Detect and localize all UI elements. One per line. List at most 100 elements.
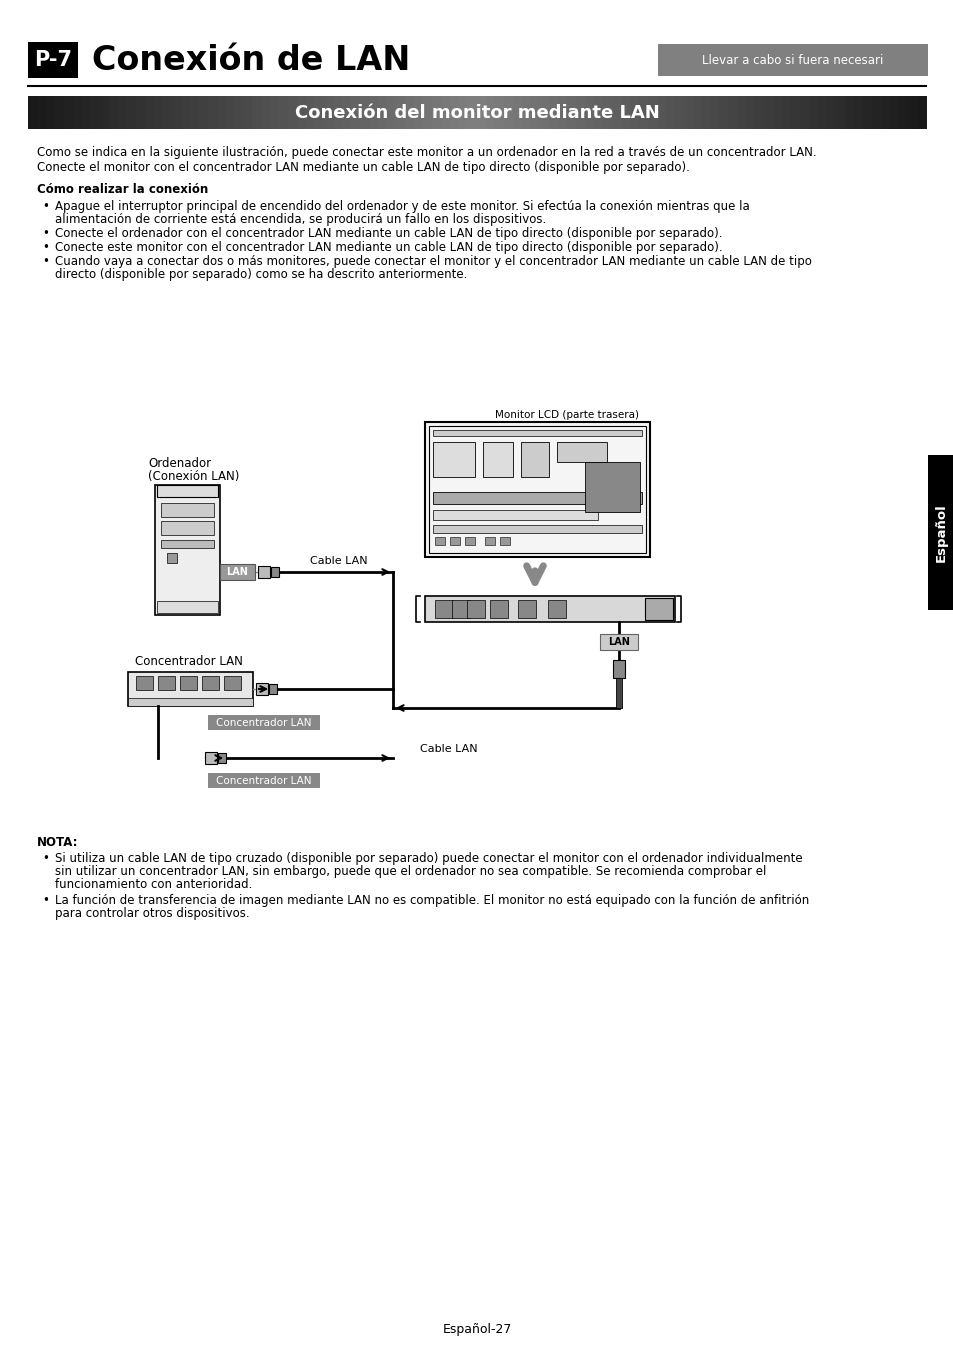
- Text: •: •: [42, 227, 49, 240]
- Bar: [484, 537, 495, 545]
- Bar: [499, 537, 510, 545]
- Bar: [145, 96, 154, 130]
- Bar: [800, 96, 809, 130]
- Bar: [435, 599, 453, 618]
- Bar: [333, 96, 342, 130]
- Bar: [468, 96, 477, 130]
- Bar: [530, 96, 539, 130]
- Bar: [161, 540, 213, 548]
- Bar: [405, 96, 415, 130]
- Bar: [306, 96, 315, 130]
- Bar: [557, 441, 606, 462]
- Bar: [745, 96, 755, 130]
- Bar: [433, 491, 641, 504]
- Bar: [611, 96, 620, 130]
- Bar: [91, 96, 100, 130]
- Bar: [395, 96, 405, 130]
- Bar: [225, 96, 234, 130]
- Bar: [450, 537, 459, 545]
- Bar: [82, 96, 91, 130]
- Bar: [255, 683, 268, 695]
- Bar: [377, 96, 387, 130]
- Bar: [157, 485, 218, 497]
- Bar: [153, 96, 163, 130]
- Bar: [818, 96, 827, 130]
- Text: Concentrador LAN: Concentrador LAN: [216, 775, 312, 786]
- Bar: [773, 96, 782, 130]
- Bar: [288, 96, 297, 130]
- Bar: [37, 96, 47, 130]
- Bar: [172, 96, 181, 130]
- Bar: [495, 96, 504, 130]
- Bar: [853, 96, 862, 130]
- Bar: [424, 423, 649, 558]
- Bar: [490, 599, 507, 618]
- Bar: [429, 427, 645, 554]
- Bar: [826, 96, 836, 130]
- Bar: [889, 96, 899, 130]
- Bar: [224, 676, 241, 690]
- Bar: [871, 96, 881, 130]
- Bar: [450, 96, 459, 130]
- Bar: [644, 598, 672, 620]
- Text: Monitor LCD (parte trasera): Monitor LCD (parte trasera): [495, 410, 639, 420]
- Bar: [665, 96, 675, 130]
- Text: Apague el interruptor principal de encendido del ordenador y de este monitor. Si: Apague el interruptor principal de encen…: [55, 200, 749, 213]
- Bar: [127, 96, 136, 130]
- Bar: [360, 96, 370, 130]
- Bar: [55, 96, 65, 130]
- Bar: [452, 599, 470, 618]
- Bar: [539, 96, 549, 130]
- Bar: [682, 96, 692, 130]
- Bar: [719, 96, 728, 130]
- Text: NOTA:: NOTA:: [37, 836, 78, 849]
- Bar: [710, 96, 720, 130]
- Bar: [28, 42, 78, 78]
- Text: P-7: P-7: [34, 50, 71, 70]
- Bar: [369, 96, 378, 130]
- Bar: [513, 96, 522, 130]
- Bar: [435, 537, 444, 545]
- Bar: [790, 96, 800, 130]
- Bar: [269, 684, 276, 694]
- Bar: [836, 96, 844, 130]
- Bar: [205, 752, 216, 764]
- Text: Cable LAN: Cable LAN: [419, 744, 477, 755]
- Bar: [593, 96, 602, 130]
- Bar: [907, 96, 917, 130]
- Text: La función de transferencia de imagen mediante LAN no es compatible. El monitor : La función de transferencia de imagen me…: [55, 894, 808, 907]
- Bar: [220, 564, 254, 580]
- Bar: [433, 525, 641, 533]
- Text: •: •: [42, 200, 49, 213]
- Text: Si utiliza un cable LAN de tipo cruzado (disponible por separado) puede conectar: Si utiliza un cable LAN de tipo cruzado …: [55, 852, 801, 865]
- Bar: [158, 676, 174, 690]
- Text: Como se indica en la siguiente ilustración, puede conectar este monitor a un ord: Como se indica en la siguiente ilustraci…: [37, 146, 816, 159]
- Bar: [692, 96, 701, 130]
- Bar: [482, 441, 513, 477]
- Bar: [656, 96, 665, 130]
- Bar: [279, 96, 289, 130]
- Text: •: •: [42, 894, 49, 907]
- Bar: [613, 660, 624, 678]
- Bar: [161, 504, 213, 517]
- Bar: [117, 96, 127, 130]
- Bar: [576, 96, 584, 130]
- Bar: [464, 537, 475, 545]
- Bar: [180, 676, 196, 690]
- Bar: [433, 441, 475, 477]
- Bar: [163, 96, 172, 130]
- Bar: [616, 678, 621, 707]
- Bar: [414, 96, 423, 130]
- Bar: [28, 96, 37, 130]
- Text: sin utilizar un concentrador LAN, sin embargo, puede que el ordenador no sea com: sin utilizar un concentrador LAN, sin em…: [55, 865, 765, 878]
- Text: alimentación de corriente está encendida, se producirá un fallo en los dispositi: alimentación de corriente está encendida…: [55, 213, 546, 225]
- Bar: [467, 599, 484, 618]
- Bar: [72, 96, 82, 130]
- Bar: [351, 96, 360, 130]
- Bar: [100, 96, 110, 130]
- Text: Concentrador LAN: Concentrador LAN: [135, 655, 243, 668]
- Bar: [315, 96, 325, 130]
- Bar: [898, 96, 907, 130]
- Text: (Conexión LAN): (Conexión LAN): [148, 470, 239, 483]
- Bar: [808, 96, 818, 130]
